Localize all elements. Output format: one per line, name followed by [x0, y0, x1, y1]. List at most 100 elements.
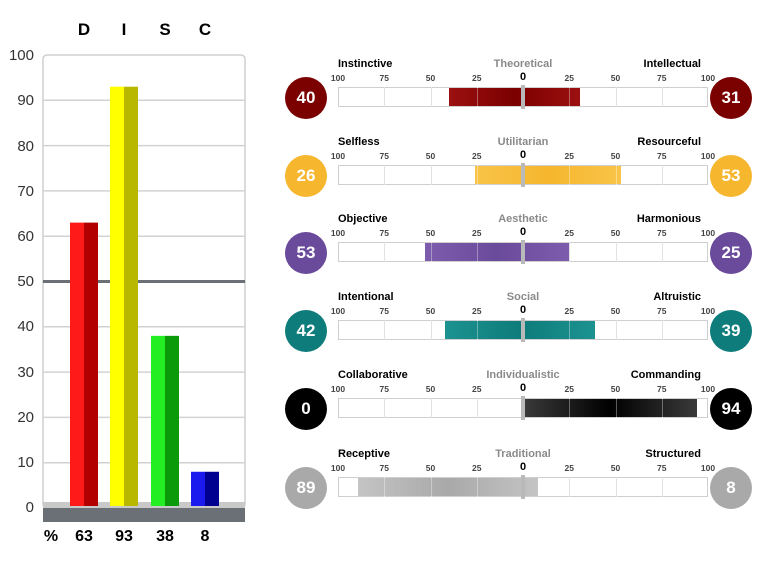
scale-tick-label: 25: [564, 73, 574, 83]
right-label: Harmonious: [636, 213, 701, 225]
middle-label: Theoretical: [493, 58, 553, 70]
left-label: Objective: [338, 213, 388, 225]
left-score-badge: 89: [285, 467, 327, 509]
center-marker: [521, 475, 525, 499]
scale-tick-label: 50: [610, 463, 621, 473]
left-label: Collaborative: [338, 369, 408, 381]
scale-gridline: [430, 87, 432, 107]
value-label-d: 63: [75, 528, 93, 545]
middle-label: Traditional: [495, 448, 551, 460]
scale-tick-label: 75: [657, 384, 667, 394]
y-tick-label: 60: [17, 228, 34, 245]
scale-tick-label: 25: [472, 384, 482, 394]
scale-tick-label: 75: [379, 228, 389, 238]
scale-gridline: [661, 87, 663, 107]
scale-gridline: [476, 398, 478, 418]
score-bar: [358, 478, 538, 496]
score-bar: [424, 243, 570, 261]
y-tick-label: 90: [17, 92, 34, 109]
motivator-row: Collaborative Individualistic Commanding 10…: [285, 369, 762, 447]
scale-gridline: [384, 165, 386, 185]
scale-tick-label: 25: [472, 306, 482, 316]
y-tick-label: 40: [17, 318, 34, 335]
scale-gridline: [384, 87, 386, 107]
scale-tick-label: 25: [564, 306, 574, 316]
category-label-i: I: [121, 20, 127, 39]
scale-tick-label: 25: [472, 228, 482, 238]
scale-gridline: [615, 477, 617, 497]
right-score-badge: 25: [710, 232, 752, 274]
y-tick-label: 70: [17, 183, 34, 200]
left-label: Intentional: [338, 291, 394, 303]
right-score-badge: 53: [710, 155, 752, 197]
scale-tick-label: 75: [657, 73, 667, 83]
scale-tick-label: 25: [564, 463, 574, 473]
scale-tick-label: 100: [700, 384, 716, 394]
bar-s-side: [165, 335, 179, 506]
scale-tick-label: 0: [519, 382, 527, 394]
score-bar-gridline: [476, 165, 478, 185]
score-bar-gridline: [430, 477, 432, 497]
scale-gridline: [615, 87, 617, 107]
scale-tick-label: 25: [564, 228, 574, 238]
motivator-row: Instinctive Theoretical Intellectual 100 75 5…: [285, 58, 762, 136]
middle-label: Social: [506, 291, 540, 303]
scale-gridline: [661, 165, 663, 185]
value-label-s: 38: [156, 528, 174, 545]
percent-symbol: %: [43, 528, 59, 545]
center-marker: [521, 85, 525, 109]
center-marker: [521, 240, 525, 264]
right-score-badge: 31: [710, 77, 752, 119]
y-tick-label: 30: [17, 364, 34, 381]
center-marker: [521, 396, 525, 420]
bar-i-front: [110, 86, 124, 507]
scale-tick-label: 50: [610, 73, 621, 83]
scale-tick-label: 100: [330, 306, 346, 316]
score-bar-gridline: [615, 398, 617, 418]
scale-tick-label: 25: [472, 151, 482, 161]
score-bar-gridline: [569, 165, 571, 185]
scale-gridline: [569, 477, 571, 497]
scale-tick-label: 25: [472, 463, 482, 473]
scale-tick-label: 75: [657, 463, 667, 473]
scale-tick-label: 50: [610, 228, 621, 238]
scale-tick-label: 0: [519, 226, 527, 238]
scale-gridline: [661, 477, 663, 497]
center-marker: [521, 163, 525, 187]
score-bar-gridline: [384, 477, 386, 497]
scale-tick-label: 100: [700, 228, 716, 238]
scale-tick-label: 75: [379, 463, 389, 473]
scale-tick-label: 25: [564, 151, 574, 161]
scale-tick-label: 100: [330, 73, 346, 83]
scale-tick-label: 0: [519, 461, 527, 473]
bar-i-side: [124, 86, 138, 507]
score-bar-gridline: [661, 398, 663, 418]
score-bar-gridline: [615, 165, 617, 185]
disc-chart: D I S C 0 10 20 30 40 50 60 70 80 90 100…: [0, 0, 262, 565]
motivator-row: Selfless Utilitarian Resourceful 100 75 50 25 0…: [285, 136, 762, 214]
scale-tick-label: 75: [657, 228, 667, 238]
y-tick-label: 80: [17, 138, 34, 155]
y-tick-label: 20: [17, 409, 34, 426]
scale-tick-label: 100: [700, 463, 716, 473]
scale-tick-label: 0: [519, 71, 527, 83]
category-label-d: D: [77, 20, 91, 39]
center-marker: [521, 318, 525, 342]
right-score-badge: 8: [710, 467, 752, 509]
scale-tick-label: 0: [519, 304, 527, 316]
scale-gridline: [430, 320, 432, 340]
score-bar: [474, 166, 622, 184]
scale-tick-label: 75: [657, 306, 667, 316]
left-score-badge: 42: [285, 310, 327, 352]
bar-d-side: [84, 222, 98, 507]
value-label-c: 8: [200, 528, 210, 545]
scale-tick-label: 50: [425, 73, 436, 83]
middle-label: Aesthetic: [498, 213, 548, 225]
right-label: Structured: [645, 448, 701, 460]
motivator-row: Objective Aesthetic Harmonious 100 75 50 25 0 25…: [285, 213, 762, 291]
score-bar: [449, 88, 581, 106]
scale-gridline: [384, 320, 386, 340]
scale-gridline: [384, 398, 386, 418]
score-bar: [523, 399, 697, 417]
scale-tick-label: 0: [519, 149, 527, 161]
